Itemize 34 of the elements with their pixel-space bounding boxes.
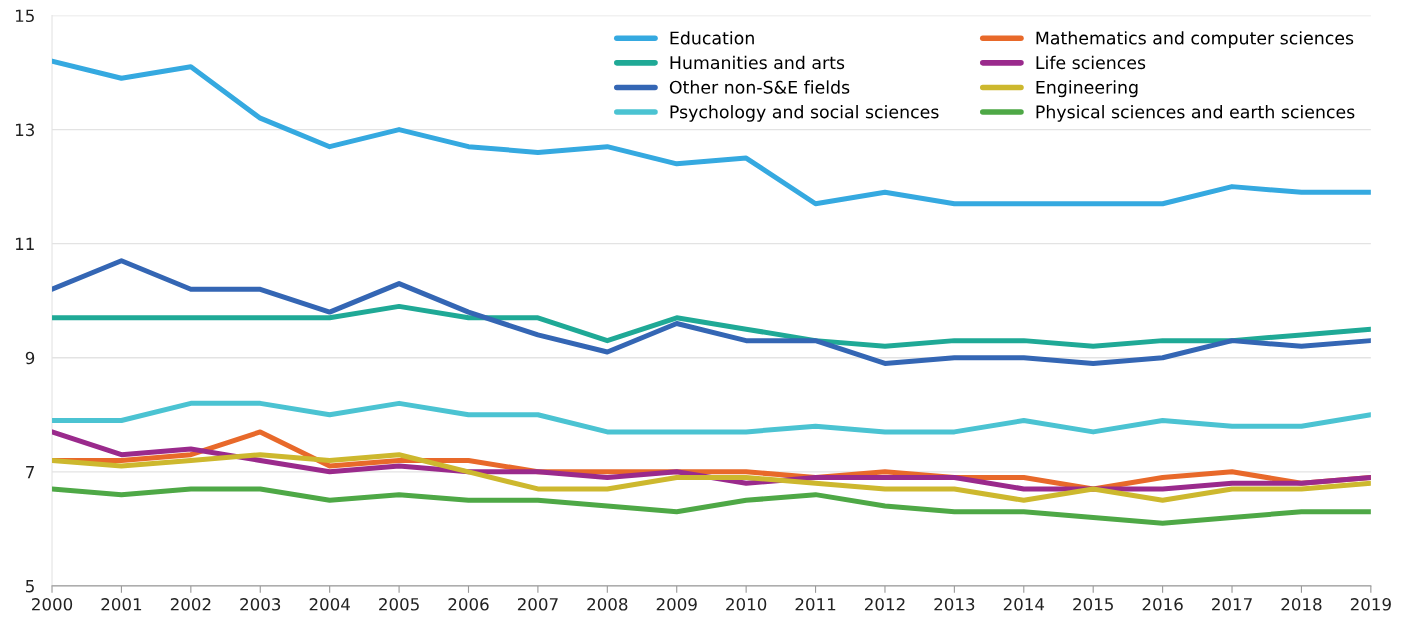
legend-label: Mathematics and computer sciences — [1036, 31, 1354, 48]
x-tick-label: 2017 — [1212, 598, 1252, 611]
x-tick-label: 2011 — [795, 598, 836, 611]
y-tick-label: 5 — [26, 580, 34, 593]
x-tick-label: 2000 — [32, 598, 73, 611]
x-tick-label: 2016 — [1142, 598, 1183, 611]
legend-label: Psychology and social sciences — [670, 104, 939, 122]
x-tick-label: 2014 — [1003, 598, 1045, 611]
legend-label: Other non-S&E fields — [669, 80, 850, 94]
x-tick-label: 2004 — [309, 598, 350, 611]
x-tick-label: 2008 — [587, 598, 628, 611]
x-tick-label: 2005 — [379, 598, 419, 611]
legend-label: Humanities and arts — [670, 55, 845, 70]
x-tick-label: 2001 — [101, 598, 142, 611]
x-tick-label: 2002 — [170, 598, 211, 611]
y-tick-label: 7 — [26, 466, 34, 479]
x-tick-label: 2012 — [864, 598, 905, 611]
legend-label: Physical sciences and earth sciences — [1036, 104, 1355, 122]
legend-label: Education — [670, 31, 754, 45]
x-tick-label: 2019 — [1350, 598, 1391, 611]
y-tick-label: 11 — [15, 237, 34, 250]
legend-label: Life sciences — [1036, 55, 1146, 70]
x-tick-label: 2018 — [1281, 598, 1322, 611]
y-tick-label: 13 — [15, 123, 35, 137]
y-tick-label: 9 — [25, 351, 35, 365]
x-tick-label: 2006 — [448, 598, 489, 611]
x-tick-label: 2010 — [726, 598, 767, 611]
x-tick-label: 2013 — [934, 598, 975, 611]
x-tick-label: 2009 — [656, 598, 697, 611]
x-tick-label: 2007 — [517, 598, 558, 611]
legend-label: Engineering — [1036, 80, 1138, 98]
y-tick-label: 15 — [15, 9, 34, 23]
x-tick-label: 2015 — [1073, 598, 1113, 611]
x-tick-label: 2003 — [240, 598, 281, 611]
